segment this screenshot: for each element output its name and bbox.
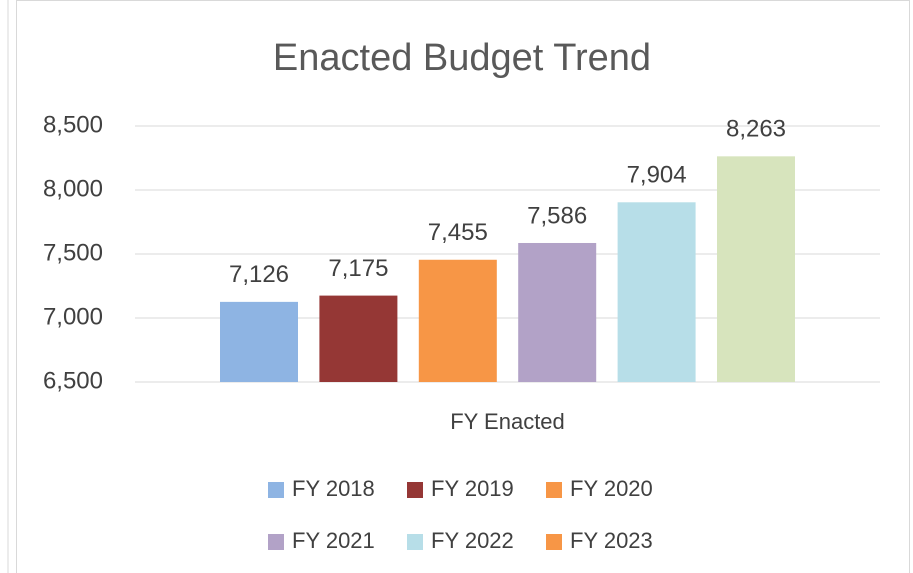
legend-label: FY 2021 xyxy=(292,528,375,553)
legend-swatch xyxy=(546,534,562,550)
bar xyxy=(518,242,597,382)
bar xyxy=(617,202,696,382)
data-label: 7,175 xyxy=(328,255,388,282)
legend-label: FY 2019 xyxy=(431,476,514,501)
bar xyxy=(220,301,298,382)
data-label: 7,586 xyxy=(527,202,587,229)
data-label: 7,455 xyxy=(428,219,488,246)
legend-label: FY 2022 xyxy=(431,528,514,553)
y-tick-label: 8,000 xyxy=(43,175,103,202)
x-tick-label: FY Enacted xyxy=(450,409,565,434)
data-label: 7,904 xyxy=(627,162,687,189)
bar xyxy=(319,295,398,382)
bar xyxy=(717,156,795,382)
legend-label: FY 2023 xyxy=(570,528,653,553)
bar xyxy=(418,259,497,382)
legend-swatch xyxy=(407,482,423,498)
data-label: 7,126 xyxy=(229,261,289,288)
legend-swatch xyxy=(546,482,562,498)
legend-swatch xyxy=(268,534,284,550)
legend-label: FY 2020 xyxy=(570,476,653,501)
chart-title: Enacted Budget Trend xyxy=(273,37,651,79)
y-tick-label: 6,500 xyxy=(43,367,103,394)
data-label: 8,263 xyxy=(726,116,786,143)
legend-label: FY 2018 xyxy=(292,476,375,501)
y-tick-label: 7,500 xyxy=(43,239,103,266)
legend-swatch xyxy=(407,534,423,550)
legend-swatch xyxy=(268,482,284,498)
y-tick-label: 8,500 xyxy=(43,111,103,138)
y-tick-label: 7,000 xyxy=(43,303,103,330)
